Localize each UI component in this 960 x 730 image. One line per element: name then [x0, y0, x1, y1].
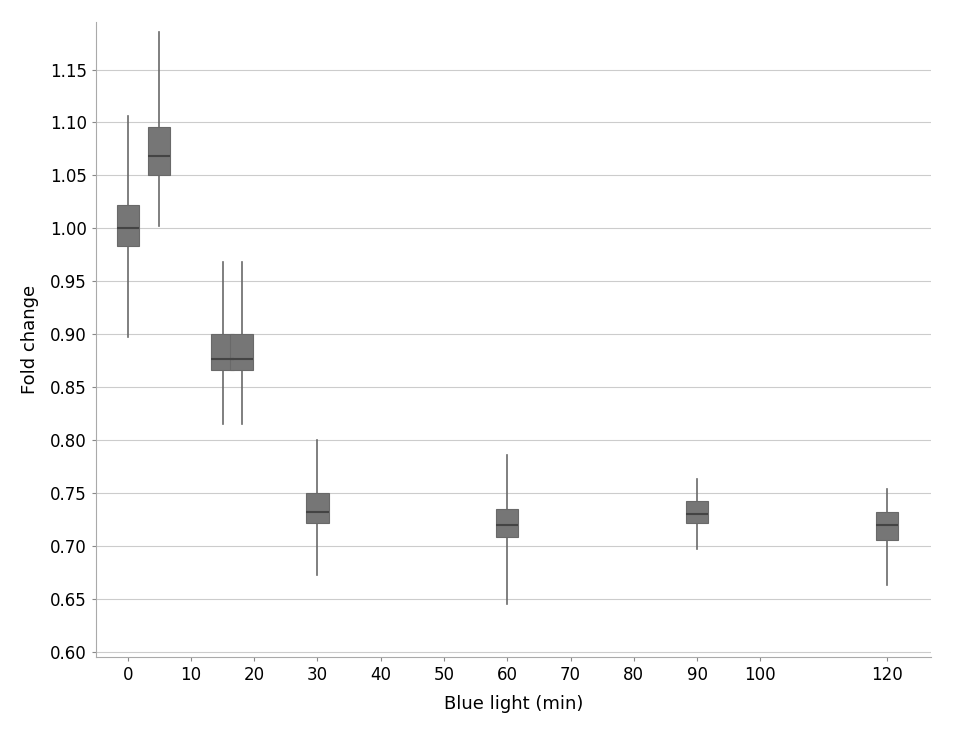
Bar — [211, 334, 233, 370]
Bar — [230, 334, 252, 370]
Bar — [496, 509, 518, 537]
Bar — [686, 502, 708, 523]
X-axis label: Blue light (min): Blue light (min) — [444, 695, 584, 713]
Bar — [116, 205, 138, 246]
Bar — [876, 512, 898, 539]
Bar — [148, 127, 170, 175]
Y-axis label: Fold change: Fold change — [21, 285, 38, 394]
Bar — [306, 493, 328, 523]
